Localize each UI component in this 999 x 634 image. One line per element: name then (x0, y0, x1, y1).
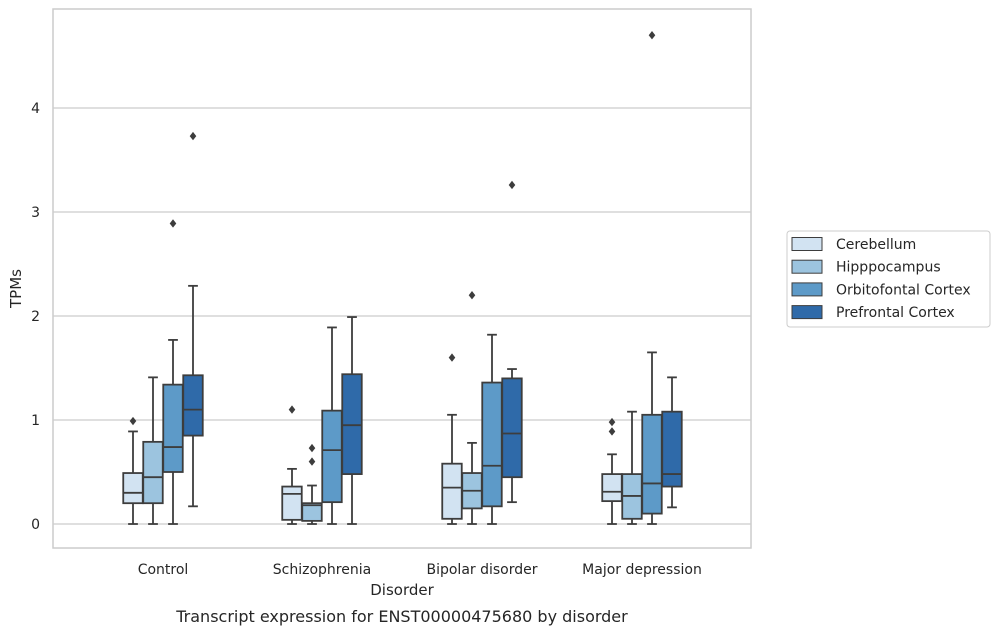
legend-label: Prefrontal Cortex (836, 305, 955, 321)
outlier-point (468, 291, 476, 300)
legend-label: Cerebellum (836, 237, 916, 253)
box-iqr (341, 373, 363, 475)
x-tick-labels: Control Schizophrenia Bipolar disorder Majo… (138, 562, 702, 578)
box-hipppocampus (621, 410, 643, 525)
box-cerebellum (601, 417, 623, 525)
x-tick-label: Control (138, 562, 189, 578)
box-hipppocampus (301, 443, 323, 525)
box-orbitofontal-cortex (481, 333, 503, 525)
legend-item: Cerebellum (791, 237, 916, 253)
outlier-point (129, 416, 137, 426)
box-iqr (142, 440, 164, 505)
legend-item: Hipppocampus (791, 259, 941, 276)
legend-item: Orbitofontal Cortex (791, 282, 971, 298)
legend-item: Prefrontal Cortex (791, 305, 955, 321)
box-iqr (162, 383, 184, 473)
legend-swatch (791, 259, 823, 274)
box-iqr (182, 374, 204, 437)
y-tick-labels: 0 1 2 3 4 (31, 101, 40, 533)
chart-caption: Transcript expression for ENST0000047568… (175, 607, 628, 626)
x-tick-label: Major depression (582, 562, 702, 578)
legend-frame (786, 230, 991, 328)
box-orbitofontal-cortex (321, 326, 343, 525)
outlier-point (608, 427, 616, 436)
outlier-point (648, 31, 656, 40)
box-iqr (122, 472, 144, 505)
box-iqr (301, 502, 323, 522)
legend-swatch (791, 305, 823, 320)
box-iqr (281, 485, 303, 521)
y-tick-label: 1 (31, 413, 40, 429)
box-orbitofontal-cortex (641, 31, 663, 525)
x-tick-label: Bipolar disorder (426, 562, 537, 578)
legend-label: Orbitofontal Cortex (836, 282, 971, 298)
y-tick-label: 4 (31, 101, 40, 117)
y-tick-label: 2 (31, 309, 40, 325)
box-hipppocampus (461, 291, 483, 525)
outlier-point (508, 180, 516, 190)
box-orbitofontal-cortex (162, 219, 184, 525)
box-hipppocampus (142, 376, 164, 525)
outlier-point (448, 353, 456, 362)
box-cerebellum (441, 353, 463, 525)
box-prefrontal-cortex (182, 131, 204, 508)
box-iqr (321, 409, 343, 504)
box-iqr (501, 377, 523, 479)
legend-swatch (791, 282, 823, 297)
outlier-point (308, 457, 316, 466)
box-prefrontal-cortex (661, 376, 683, 509)
box-prefrontal-cortex (341, 316, 363, 525)
x-tick-label: Schizophrenia (273, 562, 371, 578)
box-iqr (661, 410, 683, 488)
outlier-point (288, 405, 296, 414)
outlier-point (169, 219, 177, 228)
box-iqr (441, 462, 463, 520)
y-tick-label: 3 (31, 205, 40, 221)
legend-label: Hipppocampus (836, 260, 941, 276)
box-cerebellum (281, 405, 303, 525)
box-prefrontal-cortex (501, 180, 523, 504)
plot-frame (52, 8, 752, 549)
outlier-point (608, 417, 616, 427)
legend-swatch (791, 237, 823, 251)
box-iqr (601, 473, 623, 503)
box-plots (122, 31, 683, 525)
outlier-point (308, 443, 316, 453)
y-tick-label: 0 (31, 517, 40, 533)
legend: Cerebellum Hipppocampus Orbitofontal Corte… (786, 230, 991, 328)
y-axis-label: TPMs (7, 269, 25, 309)
box-cerebellum (122, 416, 144, 525)
box-iqr (481, 381, 503, 508)
x-axis-label: Disorder (370, 581, 434, 599)
box-iqr (641, 413, 663, 515)
outlier-point (189, 131, 197, 141)
